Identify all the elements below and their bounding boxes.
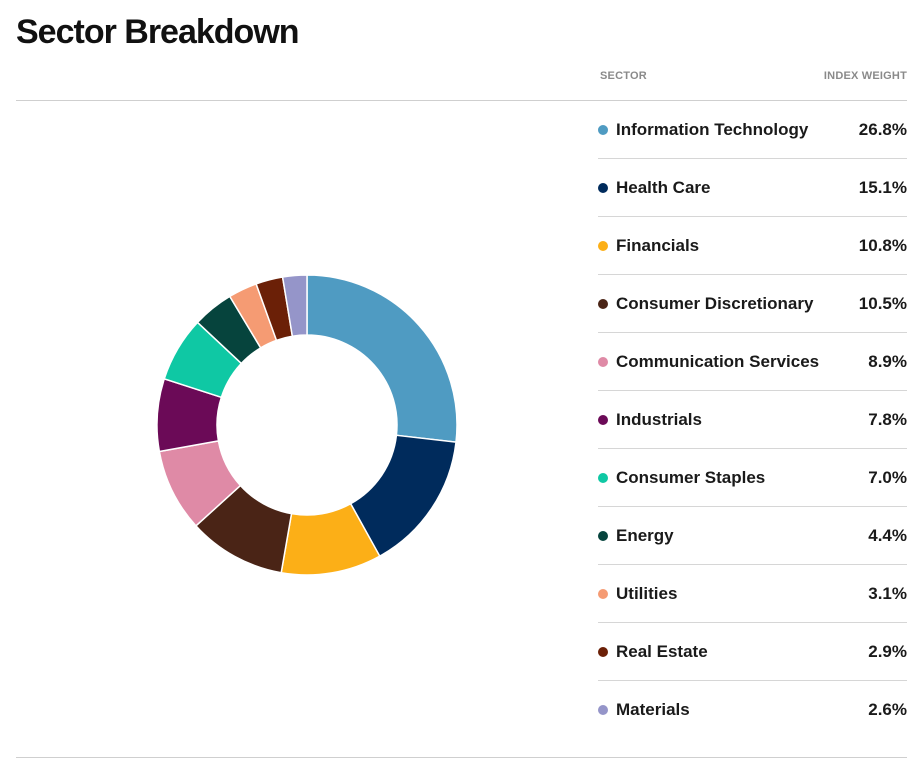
legend-row-information-technology: Information Technology 26.8%	[598, 101, 907, 159]
legend-row-materials: Materials 2.6%	[598, 681, 907, 738]
index-weight-column-header: INDEX WEIGHT	[823, 70, 907, 82]
legend-color-dot	[598, 530, 608, 541]
sector-column-header: SECTOR	[600, 70, 647, 82]
legend-sector-name: Energy	[616, 525, 674, 545]
legend-sector-name: Consumer Staples	[616, 467, 766, 487]
top-divider	[16, 100, 907, 101]
legend-sector-name: Communication Services	[616, 351, 820, 371]
legend-row-health-care: Health Care 15.1%	[598, 159, 907, 217]
legend-color-dot	[598, 588, 608, 599]
bottom-divider	[16, 757, 907, 758]
sector-donut-chart	[150, 270, 470, 580]
legend-row-utilities: Utilities 3.1%	[598, 565, 907, 623]
legend-index-weight: 10.5%	[858, 293, 907, 313]
legend-index-weight: 7.0%	[868, 467, 907, 487]
legend-sector-name: Information Technology	[616, 119, 809, 139]
page-title: Sector Breakdown	[16, 13, 300, 51]
legend-index-weight: 26.8%	[858, 119, 907, 139]
legend-row-industrials: Industrials 7.8%	[598, 391, 907, 449]
legend-sector-name: Industrials	[616, 409, 702, 429]
legend-index-weight: 2.6%	[868, 699, 907, 719]
donut-slice-materials[interactable]	[281, 274, 308, 338]
legend-color-dot	[598, 240, 608, 251]
legend-index-weight: 15.1%	[858, 177, 907, 197]
legend-color-dot	[598, 356, 608, 367]
legend-sector-name: Utilities	[616, 583, 678, 603]
legend-index-weight: 10.8%	[858, 235, 907, 255]
legend-color-dot	[598, 414, 608, 425]
legend-index-weight: 7.8%	[868, 409, 907, 429]
donut-slice-information-technology[interactable]	[306, 274, 458, 444]
legend-sector-name: Health Care	[616, 177, 711, 197]
legend-color-dot	[598, 182, 608, 193]
sector-legend-table: Information Technology 26.8% Health Care 15…	[598, 101, 907, 738]
legend-row-financials: Financials 10.8%	[598, 217, 907, 275]
legend-row-consumer-discretionary: Consumer Discretionary 10.5%	[598, 275, 907, 333]
legend-row-energy: Energy 4.4%	[598, 507, 907, 565]
legend-color-dot	[598, 704, 608, 715]
legend-row-communication-services: Communication Services 8.9%	[598, 333, 907, 391]
donut-svg	[156, 274, 458, 576]
legend-sector-name: Real Estate	[616, 641, 708, 661]
legend-index-weight: 2.9%	[868, 641, 907, 661]
legend-sector-name: Consumer Discretionary	[616, 293, 814, 313]
legend-color-dot	[598, 298, 608, 309]
legend-color-dot	[598, 646, 608, 657]
legend-color-dot	[598, 472, 608, 483]
legend-row-consumer-staples: Consumer Staples 7.0%	[598, 449, 907, 507]
legend-index-weight: 8.9%	[868, 351, 907, 371]
legend-index-weight: 4.4%	[868, 525, 907, 545]
legend-row-real-estate: Real Estate 2.9%	[598, 623, 907, 681]
legend-sector-name: Materials	[616, 699, 690, 719]
legend-sector-name: Financials	[616, 235, 700, 255]
legend-color-dot	[598, 124, 608, 135]
legend-index-weight: 3.1%	[868, 583, 907, 603]
